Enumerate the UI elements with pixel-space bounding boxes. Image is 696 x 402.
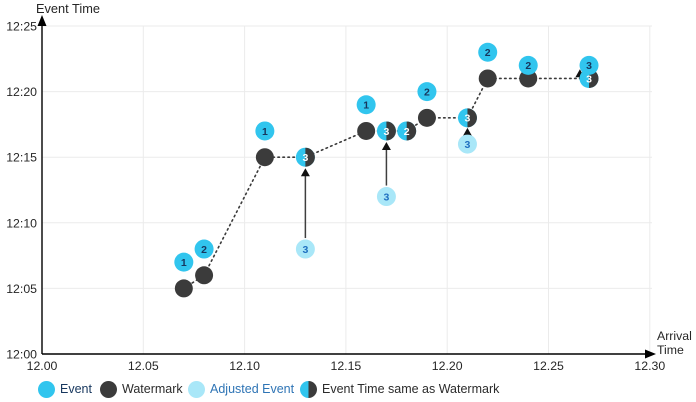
adjusted-event-marker (457, 134, 477, 154)
event-marker (518, 55, 538, 75)
same-as-watermark-right-half (386, 121, 396, 141)
legend: Event Watermark Adjusted Event Event Tim… (0, 379, 696, 401)
y-tick-label: 12:10 (6, 216, 37, 230)
event-number: 1 (363, 100, 369, 112)
watermark-marker-icon (100, 380, 117, 398)
event-marker (255, 121, 275, 141)
legend-item-same-as-watermark: Event Time same as Watermark (300, 379, 499, 399)
event-number: 2 (201, 244, 207, 256)
event-number: 1 (181, 257, 187, 269)
y-tick-label: 12:20 (6, 85, 37, 99)
legend-item-adjusted-event: Adjusted Event (188, 379, 294, 399)
event-marker (417, 82, 437, 102)
same-as-watermark-number: 3 (586, 73, 592, 85)
adjusted-event-marker-icon (188, 380, 205, 398)
x-tick-label: 12.20 (432, 359, 463, 373)
legend-label-same-as-watermark: Event Time same as Watermark (322, 382, 500, 396)
event-number: 2 (424, 86, 430, 98)
x-axis-title: Arrival Time (657, 329, 692, 357)
y-tick-label: 12:00 (6, 348, 37, 362)
y-axis-title: Event Time (36, 1, 101, 16)
x-tick-label: 12.05 (128, 359, 159, 373)
y-tick-label: 12:15 (6, 151, 37, 165)
adjusted-event-marker (376, 187, 396, 207)
watermark-line (183, 77, 588, 290)
same-as-watermark-number: 2 (404, 126, 410, 138)
watermark-dot (174, 279, 193, 298)
same-as-watermark-right-half (406, 121, 417, 141)
y-axis-arrowhead (37, 15, 47, 26)
adjusted-event-number: 3 (465, 139, 471, 151)
adjustment-arrow-head (462, 127, 472, 136)
same-as-watermark-number: 3 (465, 113, 471, 125)
adjustment-arrow-head (300, 168, 310, 177)
watermark-dot (255, 148, 274, 167)
same-as-watermark-number: 3 (383, 126, 389, 138)
legend-item-event: Event (38, 379, 92, 399)
event-marker-icon (38, 380, 55, 398)
event-marker (174, 252, 194, 272)
same-as-watermark-right-half (305, 147, 315, 167)
watermark-dot (357, 121, 376, 140)
x-tick-label: 12.25 (533, 359, 564, 373)
watermark-dot (478, 69, 497, 88)
event-marker (194, 239, 214, 259)
x-tick-label: 12.00 (27, 359, 58, 373)
x-axis-title-line1: Arrival (657, 329, 692, 343)
watermark-dot (195, 266, 214, 285)
event-marker (356, 95, 376, 115)
event-marker (478, 42, 498, 62)
adjusted-event-marker (295, 239, 315, 259)
same-as-watermark-right-half (467, 108, 477, 128)
legend-label-adjusted-event: Adjusted Event (210, 382, 295, 396)
x-tick-label: 12.15 (331, 359, 362, 373)
legend-label-event: Event (60, 382, 92, 396)
event-number: 2 (485, 47, 491, 59)
y-tick-label: 12:25 (6, 20, 37, 34)
legend-item-watermark: Watermark (100, 379, 183, 399)
event-number: 2 (525, 60, 531, 72)
legend-label-watermark: Watermark (122, 382, 183, 396)
same-as-watermark-number: 3 (302, 152, 308, 164)
x-axis-title-line2: Time (657, 342, 684, 357)
event-number: 3 (586, 60, 592, 72)
y-tick-label: 12:05 (6, 282, 37, 296)
watermark-dot (417, 108, 436, 127)
event-number: 1 (262, 126, 268, 138)
same-as-watermark-marker-icon (300, 380, 317, 398)
watermark-dot (519, 69, 538, 88)
adjusted-event-number: 3 (383, 191, 389, 203)
x-tick-label: 12.10 (229, 359, 260, 373)
adjusted-event-number: 3 (302, 244, 308, 256)
x-tick-label: 12.30 (634, 359, 665, 373)
event-marker (579, 55, 599, 75)
adjustment-arrow-head (381, 141, 391, 150)
x-axis-arrowhead (645, 349, 656, 359)
